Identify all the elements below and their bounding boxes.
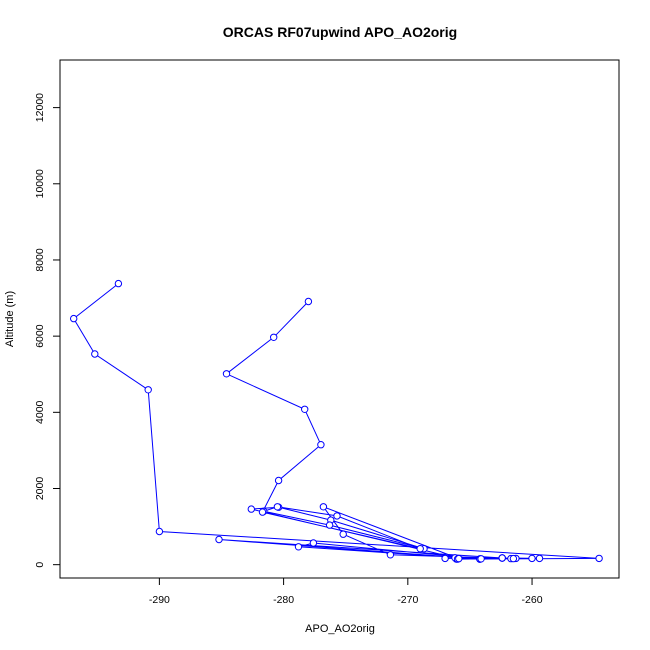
data-point	[317, 441, 325, 449]
data-point	[247, 505, 256, 513]
x-tick-label: -290	[149, 594, 170, 606]
data-point	[258, 508, 267, 516]
data-point	[509, 554, 518, 563]
y-axis-label: Altitude (m)	[4, 291, 16, 347]
data-point	[528, 554, 536, 563]
data-point	[325, 521, 334, 529]
data-point	[441, 554, 449, 563]
y-axis: 0 2000 4000 6000 8000 10000 12000	[34, 93, 61, 568]
data-point	[333, 512, 341, 520]
data-point	[304, 297, 313, 306]
data-point	[144, 386, 152, 394]
x-tick-label: -280	[273, 594, 294, 606]
data-point	[270, 333, 278, 341]
x-axis-label: APO_AO2orig	[305, 623, 375, 635]
data-point	[339, 530, 347, 538]
y-tick-label: 6000	[34, 324, 46, 348]
y-tick-label: 0	[34, 562, 46, 568]
series-points	[70, 279, 603, 563]
y-tick-label: 12000	[34, 93, 46, 122]
data-point	[535, 554, 544, 563]
data-point	[70, 314, 78, 323]
y-tick-label: 2000	[34, 477, 46, 501]
data-point	[455, 554, 463, 563]
data-point	[416, 545, 424, 553]
x-tick-label: -270	[397, 594, 418, 606]
data-point	[477, 555, 485, 563]
data-point	[222, 370, 231, 378]
data-point	[301, 405, 309, 413]
x-axis: -290 -280 -270 -260	[149, 577, 543, 606]
data-point	[215, 535, 223, 544]
data-point	[114, 279, 123, 288]
chart-title: ORCAS RF07upwind APO_AO2orig	[223, 24, 457, 40]
data-point	[595, 554, 603, 563]
data-point	[309, 539, 318, 547]
data-point	[274, 476, 283, 485]
x-tick-label: -260	[522, 594, 543, 606]
plot-frame	[59, 59, 620, 579]
data-point	[386, 551, 395, 559]
data-point	[498, 554, 506, 562]
data-point	[294, 543, 303, 551]
data-point	[155, 527, 164, 536]
data-point	[273, 503, 282, 511]
data-point	[319, 503, 328, 511]
data-point	[91, 350, 99, 358]
y-tick-label: 10000	[34, 169, 46, 198]
y-tick-label: 4000	[34, 400, 46, 424]
y-tick-label: 8000	[34, 248, 46, 272]
